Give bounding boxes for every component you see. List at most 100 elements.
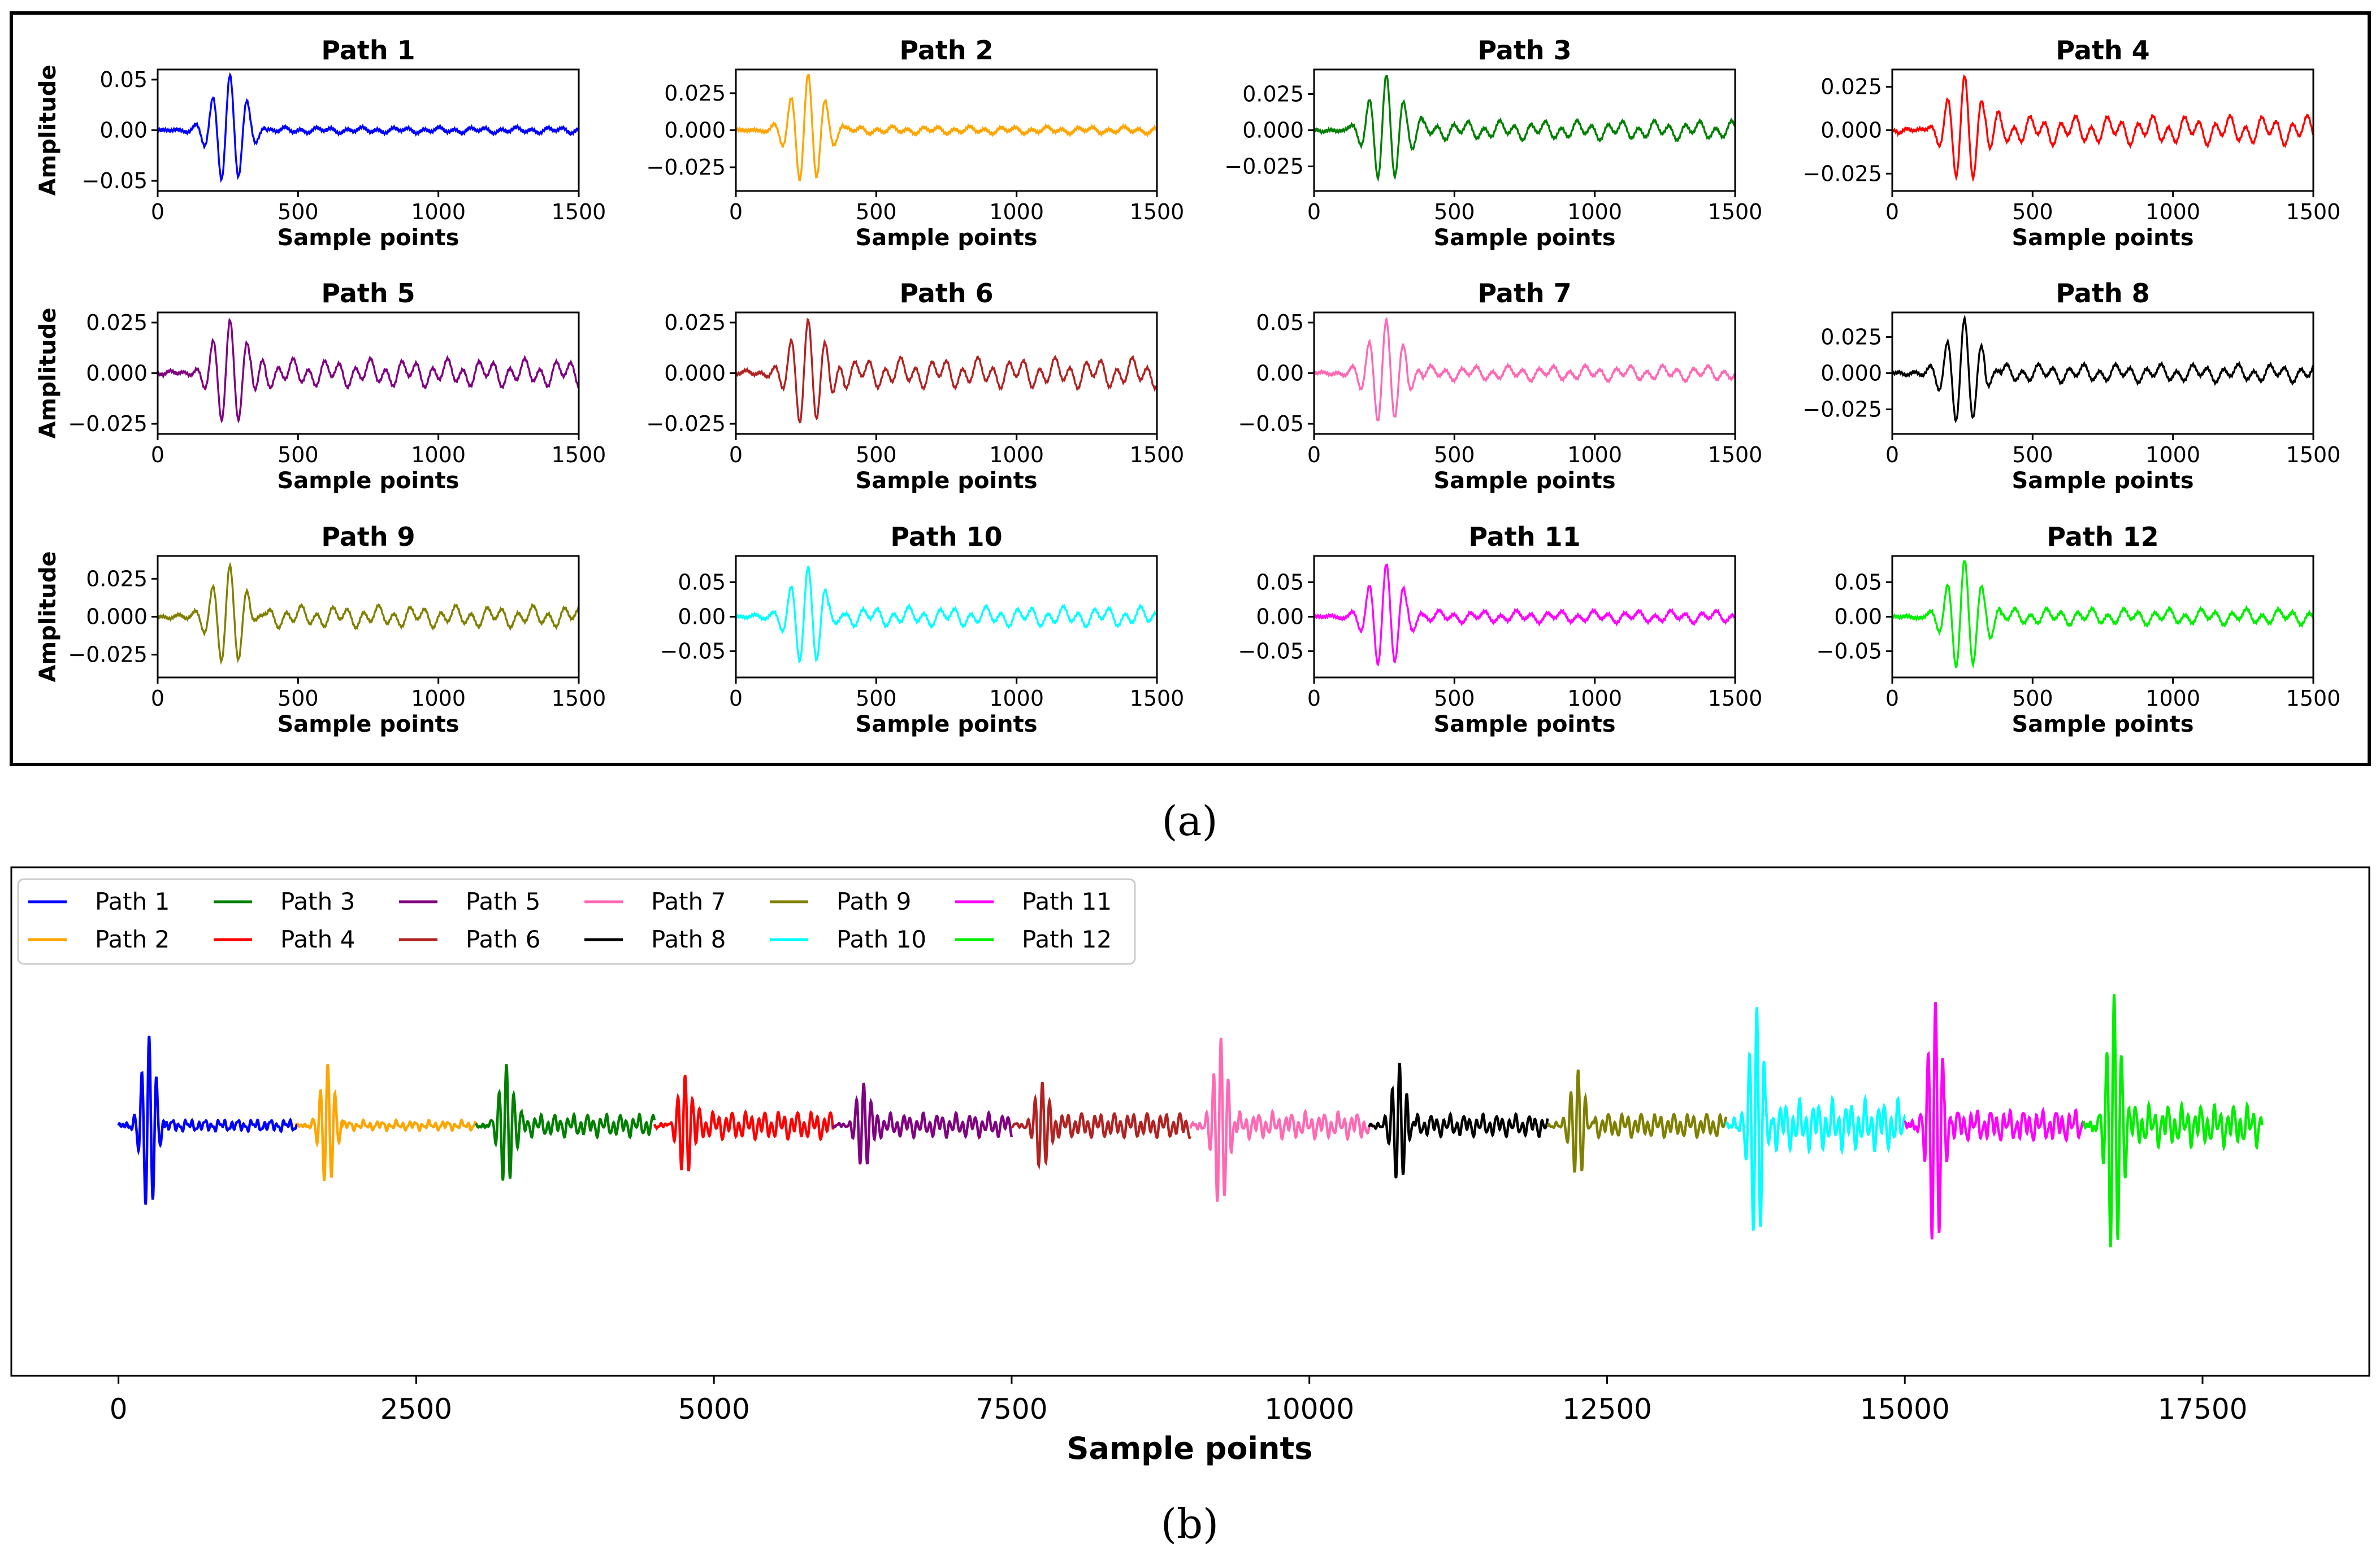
subplot-title: Path 6	[899, 278, 993, 308]
x-tick-label: 0	[729, 442, 743, 467]
subplot-4: Path 4 0 500 1000 1500 0.025 0.000 −0.025 Sample…	[1802, 35, 2340, 251]
series-line-12	[2082, 994, 2264, 1248]
x-tick-label: 0	[1885, 442, 1899, 467]
x-axis-label: Sample points	[855, 225, 1037, 251]
y-axis-label: Amplitude	[35, 551, 61, 682]
caption-b: (b)	[1161, 1500, 1219, 1548]
subplot-1: Path 1 0 500 1000 1500 0.05 0.00 −0.05 Sample po…	[35, 35, 606, 251]
x-axis-label: Sample points	[2011, 711, 2193, 737]
x-tick-label: 2500	[380, 1393, 452, 1426]
legend-item-1: Path 1	[28, 888, 170, 915]
x-tick-label: 0	[1307, 442, 1321, 467]
x-tick-label: 7500	[976, 1393, 1047, 1426]
y-axis-label: Amplitude	[35, 307, 61, 438]
series-line-11	[1904, 1002, 2085, 1240]
series-line-path-11	[1314, 563, 1735, 667]
y-tick-label: −0.025	[1224, 154, 1304, 179]
legend: Path 1 Path 2 Path 3 Path 4 Path 5 Path 6 Path…	[17, 878, 1136, 965]
y-tick-label: 0.000	[664, 118, 726, 143]
y-tick-label: 0.025	[1820, 325, 1882, 350]
y-tick-label: −0.025	[646, 411, 726, 436]
series-line-10	[1724, 1007, 1906, 1231]
x-tick-label: 0	[110, 1393, 128, 1426]
series-line-7	[1189, 1037, 1371, 1202]
x-tick-label: 1500	[1130, 442, 1185, 467]
series-line-path-10	[736, 564, 1157, 664]
legend-label: Path 1	[95, 888, 170, 915]
x-axis-label: Sample points	[855, 468, 1037, 494]
x-tick-label: 500	[2012, 442, 2053, 467]
x-tick-label: 0	[1885, 686, 1899, 711]
series-line-path-1	[158, 72, 579, 183]
y-tick-label: −0.025	[1802, 161, 1882, 186]
y-tick-label: 0.000	[86, 361, 148, 386]
y-tick-label: 0.025	[664, 310, 726, 335]
x-tick-label: 500	[856, 199, 897, 224]
y-tick-label: 0.05	[99, 67, 148, 92]
legend-label: Path 8	[651, 925, 726, 953]
x-axis-label: Sample points	[2011, 225, 2193, 251]
y-tick-label: 0.000	[664, 361, 726, 386]
subplot-title: Path 5	[321, 278, 415, 308]
x-axis-label: Sample points	[1067, 1431, 1313, 1466]
y-tick-label: −0.025	[68, 642, 148, 667]
series-line-path-6	[736, 318, 1157, 424]
subplot-11: Path 11 0 500 1000 1500 0.05 0.00 −0.05 Sample p…	[1238, 522, 1763, 737]
x-tick-label: 1500	[552, 686, 606, 711]
legend-label: Path 4	[280, 925, 355, 953]
subplot-12: Path 12 0 500 1000 1500 0.05 0.00 −0.05 Sample p…	[1817, 522, 2341, 737]
y-tick-label: 0.05	[1256, 310, 1304, 335]
x-tick-label: 500	[1434, 442, 1475, 467]
y-tick-label: 0.000	[86, 605, 148, 629]
x-tick-label: 1000	[411, 199, 466, 224]
y-tick-label: 0.00	[1256, 605, 1304, 629]
y-axis-label: Amplitude	[35, 64, 61, 195]
x-axis-label: Sample points	[1433, 468, 1615, 494]
x-tick-label: 10000	[1264, 1393, 1354, 1426]
x-tick-label: 500	[856, 442, 897, 467]
subplot-10: Path 10 0 500 1000 1500 0.05 0.00 −0.05 Sample p…	[660, 522, 1185, 737]
legend-item-7: Path 7	[584, 888, 726, 915]
panel-b: 0 2500 5000 7500 10000 12500 15000 17500 Sample …	[10, 866, 2370, 1466]
subplot-8: Path 8 0 500 1000 1500 0.025 0.000 −0.025 Sample…	[1802, 278, 2340, 494]
x-tick-label: 0	[151, 199, 164, 224]
subplot-title: Path 9	[321, 522, 415, 552]
series-line-6	[1011, 1081, 1192, 1170]
legend-label: Path 5	[466, 888, 540, 915]
legend-item-12: Path 12	[955, 925, 1112, 953]
x-tick-label: 0	[151, 686, 164, 711]
series-line-5	[831, 1083, 1013, 1164]
x-tick-label: 1000	[1567, 442, 1622, 467]
x-tick-label: 1500	[1130, 199, 1185, 224]
x-axis-label: Sample points	[2011, 468, 2193, 494]
legend-label: Path 2	[95, 925, 170, 953]
y-tick-label: 0.025	[664, 81, 726, 106]
series-line-path-8	[1892, 314, 2313, 424]
x-tick-label: 500	[856, 686, 897, 711]
legend-item-8: Path 8	[584, 925, 726, 953]
legend-item-3: Path 3	[214, 888, 355, 915]
y-tick-label: −0.05	[1238, 411, 1304, 436]
subplot-title: Path 12	[2047, 522, 2158, 552]
x-tick-label: 1000	[411, 442, 466, 467]
x-tick-label: 1500	[1708, 199, 1763, 224]
y-tick-label: −0.05	[660, 639, 726, 664]
y-tick-label: 0.025	[1242, 82, 1304, 107]
x-tick-label: 1500	[2286, 686, 2341, 711]
x-tick-label: 1000	[989, 686, 1044, 711]
series-line-path-2	[736, 73, 1157, 181]
x-tick-label: 1500	[1130, 686, 1185, 711]
y-tick-label: −0.025	[68, 411, 148, 436]
y-tick-label: 0.025	[86, 566, 148, 591]
y-tick-label: 0.000	[1820, 361, 1882, 386]
subplot-title: Path 10	[890, 522, 1002, 552]
x-tick-label: 500	[278, 199, 319, 224]
subplot-5: Path 5 0 500 1000 1500 0.025 0.000 −0.025 Sample…	[35, 278, 606, 494]
x-tick-label: 500	[278, 686, 319, 711]
subplot-title: Path 1	[321, 35, 415, 66]
y-tick-label: −0.05	[1238, 639, 1304, 664]
y-tick-label: 0.00	[1256, 361, 1304, 386]
x-tick-label: 0	[729, 686, 743, 711]
y-tick-label: −0.025	[1802, 397, 1882, 421]
